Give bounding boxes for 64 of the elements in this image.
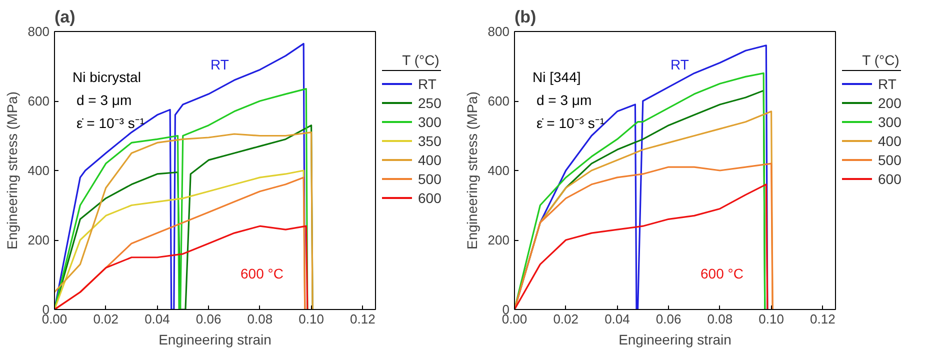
legend-item: 250 [382, 93, 442, 112]
legend-label: 350 [418, 132, 442, 150]
legend-item: 300 [842, 112, 902, 131]
x-axis-title: Engineering strain [618, 332, 732, 348]
legend-label: RT [418, 74, 436, 94]
annotation: RT [210, 56, 230, 72]
annotation: 600 °C [700, 265, 744, 282]
legend-label: 400 [878, 132, 902, 150]
legend-item: 300 [382, 112, 442, 131]
y-tick-label: 200 [28, 232, 50, 248]
x-tick-label: 0.08 [707, 312, 733, 326]
x-tick-label: 0.08 [247, 312, 273, 326]
legend-label: 200 [878, 94, 902, 112]
annotation: d = 3 μm [76, 92, 132, 108]
legend-label: 400 [418, 150, 442, 170]
y-tick-label: 200 [488, 232, 510, 248]
x-tick-label: 0.12 [350, 312, 376, 326]
x-tick-label: 0.02 [93, 312, 119, 326]
y-tick-label: 800 [488, 24, 510, 39]
y-tick-label: 400 [488, 163, 510, 178]
legend-item: 350 [382, 131, 442, 150]
legend-item: 400 [382, 150, 442, 169]
legend-label: 250 [418, 94, 442, 112]
legend-item: 200 [842, 93, 902, 112]
y-axis-title: Engineering stress (MPa) [4, 92, 20, 250]
legend-label: 500 [878, 150, 902, 170]
legend-item: RT [842, 74, 902, 93]
annotation: d = 3 μm [536, 92, 592, 108]
legend-label: 600 [878, 170, 902, 188]
legend-title: T (°C) [382, 50, 442, 71]
x-tick-label: 0.04 [604, 312, 630, 326]
legend-title: T (°C) [842, 50, 902, 71]
annotation: RT [670, 56, 690, 72]
y-tick-label: 400 [28, 163, 50, 178]
x-tick-label: 0.10 [298, 312, 324, 326]
y-tick-label: 600 [488, 94, 510, 108]
legend-item: 400 [842, 131, 902, 150]
x-tick-label: 0.10 [758, 312, 784, 326]
legend-label: 600 [418, 188, 442, 208]
x-axis-title: Engineering strain [158, 332, 272, 348]
legend-label: RT [878, 74, 896, 94]
annotation: ε̇ = 10⁻³ s⁻¹ [536, 115, 605, 131]
annotation: Ni [344] [532, 69, 581, 86]
legend-item: RT [382, 74, 442, 93]
x-tick-label: 0.06 [196, 312, 222, 326]
legend-label: 300 [878, 112, 902, 132]
legend-item: 600 [382, 188, 442, 207]
annotation: 600 °C [240, 265, 284, 282]
chart-title: (a) [54, 8, 76, 26]
y-axis-title: Engineering stress (MPa) [464, 92, 480, 250]
x-tick-label: 0.02 [553, 312, 579, 326]
legend-label: 500 [418, 170, 442, 188]
x-tick-label: 0.06 [656, 312, 682, 326]
x-tick-label: 0.04 [144, 312, 170, 326]
y-tick-label: 800 [28, 24, 50, 39]
legend-item: 600 [842, 169, 902, 188]
annotation: Ni bicrystal [72, 69, 141, 86]
legend-item: 500 [382, 169, 442, 188]
legend-item: 500 [842, 150, 902, 169]
x-tick-label: 0.12 [810, 312, 836, 326]
legend-label: 300 [418, 112, 442, 132]
annotation: ε̇ = 10⁻³ s⁻¹ [76, 115, 145, 131]
chart-title: (b) [514, 8, 536, 26]
y-tick-label: 600 [28, 94, 50, 108]
